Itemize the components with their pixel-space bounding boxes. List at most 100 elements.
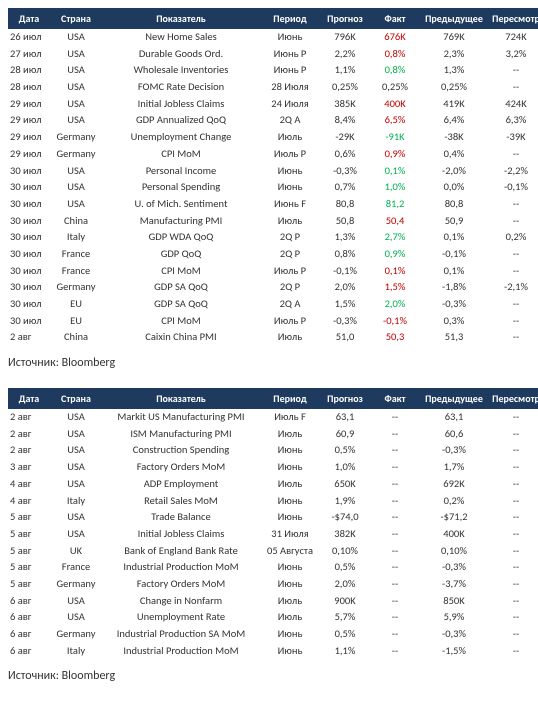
cell-fact: 0,25%: [370, 79, 420, 96]
cell-period: Июнь: [260, 626, 320, 643]
cell-country: France: [50, 246, 102, 263]
cell-date: 6 авг: [8, 609, 50, 626]
col-forecast: Прогноз: [320, 8, 370, 29]
cell-indicator: Factory Orders MoM: [102, 459, 260, 476]
cell-period: 2Q A: [260, 112, 320, 129]
cell-prev: 5,9%: [420, 609, 488, 626]
table-row: 4 авгUSAADP EmploymentИюль650K--692K--: [8, 476, 538, 493]
cell-indicator: Factory Orders MoM: [102, 576, 260, 593]
cell-period: Июль P: [260, 313, 320, 330]
cell-prev: -1,5%: [420, 643, 488, 660]
cell-prev: 60,6: [420, 426, 488, 443]
cell-country: USA: [50, 46, 102, 63]
cell-revision: -2,2%: [488, 163, 538, 180]
table-row: 6 авгUSAUnemployment RateИюль5,7%--5,9%-…: [8, 609, 538, 626]
cell-revision: --: [488, 62, 538, 79]
table-row: 5 авгUKBank of England Bank Rate05 Авгус…: [8, 543, 538, 560]
cell-indicator: Industrial Production MoM: [102, 559, 260, 576]
cell-forecast: 0,6%: [320, 146, 370, 163]
cell-forecast: 5,7%: [320, 609, 370, 626]
cell-indicator: CPI MoM: [102, 313, 260, 330]
cell-date: 28 июл: [8, 62, 50, 79]
cell-prev: -1,8%: [420, 279, 488, 296]
table-row: 6 авгGermanyIndustrial Production SA MoM…: [8, 626, 538, 643]
cell-fact: 81,2: [370, 196, 420, 213]
cell-revision: --: [488, 196, 538, 213]
cell-date: 30 июл: [8, 263, 50, 280]
cell-fact: -0,1%: [370, 313, 420, 330]
cell-prev: 51,3: [420, 329, 488, 346]
cell-forecast: 0,5%: [320, 626, 370, 643]
cell-indicator: Industrial Production SA MoM: [102, 626, 260, 643]
cell-prev: 692K: [420, 476, 488, 493]
cell-forecast: 2,0%: [320, 279, 370, 296]
cell-revision: --: [488, 213, 538, 230]
cell-date: 5 авг: [8, 543, 50, 560]
cell-country: USA: [50, 459, 102, 476]
cell-forecast: 0,8%: [320, 246, 370, 263]
source-label-1: Источник: Bloomberg: [8, 356, 530, 370]
table-row: 2 авгUSAISM Manufacturing PMIИюль60,9--6…: [8, 426, 538, 443]
cell-date: 5 авг: [8, 509, 50, 526]
cell-fact: 0,1%: [370, 163, 420, 180]
cell-period: Июнь F: [260, 196, 320, 213]
cell-country: USA: [50, 526, 102, 543]
cell-date: 4 авг: [8, 493, 50, 510]
cell-revision: --: [488, 526, 538, 543]
cell-indicator: Personal Spending: [102, 179, 260, 196]
cell-period: 24 Июля: [260, 96, 320, 113]
col-period: Период: [260, 8, 320, 29]
cell-fact: 0,8%: [370, 46, 420, 63]
cell-prev: -0,3%: [420, 559, 488, 576]
cell-prev: -0,1%: [420, 246, 488, 263]
col-country: Страна: [50, 8, 102, 29]
cell-revision: --: [488, 329, 538, 346]
cell-forecast: 0,5%: [320, 559, 370, 576]
cell-country: USA: [50, 29, 102, 46]
cell-country: France: [50, 559, 102, 576]
cell-indicator: Bank of England Bank Rate: [102, 543, 260, 560]
cell-date: 2 авг: [8, 329, 50, 346]
col-forecast: Прогноз: [320, 388, 370, 409]
table-row: 5 авгFranceIndustrial Production MoMИюнь…: [8, 559, 538, 576]
table-row: 5 авгUSAInitial Jobless Claims31 Июля382…: [8, 526, 538, 543]
cell-forecast: 1,1%: [320, 643, 370, 660]
table-header-row: Дата Страна Показатель Период Прогноз Фа…: [8, 8, 538, 29]
cell-revision: --: [488, 559, 538, 576]
cell-fact: --: [370, 559, 420, 576]
table-row: 30 июлEUCPI MoMИюль P-0,3%-0,1%0,3%--: [8, 313, 538, 330]
cell-forecast: -0,3%: [320, 163, 370, 180]
cell-forecast: 1,9%: [320, 493, 370, 510]
cell-indicator: Construction Spending: [102, 442, 260, 459]
cell-revision: --: [488, 509, 538, 526]
cell-date: 2 авг: [8, 426, 50, 443]
cell-country: EU: [50, 313, 102, 330]
col-fact: Факт: [370, 8, 420, 29]
cell-forecast: 900K: [320, 593, 370, 610]
cell-date: 2 авг: [8, 442, 50, 459]
cell-revision: --: [488, 609, 538, 626]
table-row: 29 июлUSAInitial Jobless Claims24 Июля38…: [8, 96, 538, 113]
cell-forecast: 0,5%: [320, 442, 370, 459]
cell-date: 5 авг: [8, 526, 50, 543]
cell-revision: --: [488, 263, 538, 280]
cell-prev: 769K: [420, 29, 488, 46]
cell-revision: --: [488, 543, 538, 560]
cell-country: USA: [50, 79, 102, 96]
cell-indicator: U. of Mich. Sentiment: [102, 196, 260, 213]
cell-indicator: FOMC Rate Decision: [102, 79, 260, 96]
cell-revision: 3,2%: [488, 46, 538, 63]
cell-revision: 6,3%: [488, 112, 538, 129]
cell-period: Июнь: [260, 179, 320, 196]
col-prev: Предыдущее: [420, 388, 488, 409]
cell-revision: --: [488, 576, 538, 593]
col-revision: Пересмотр: [488, 8, 538, 29]
cell-prev: 50,9: [420, 213, 488, 230]
cell-prev: 63,1: [420, 409, 488, 426]
cell-country: USA: [50, 476, 102, 493]
cell-indicator: Durable Goods Ord.: [102, 46, 260, 63]
cell-indicator: Industrial Production MoM: [102, 643, 260, 660]
cell-prev: 0,1%: [420, 263, 488, 280]
cell-prev: 850K: [420, 593, 488, 610]
cell-forecast: 796K: [320, 29, 370, 46]
